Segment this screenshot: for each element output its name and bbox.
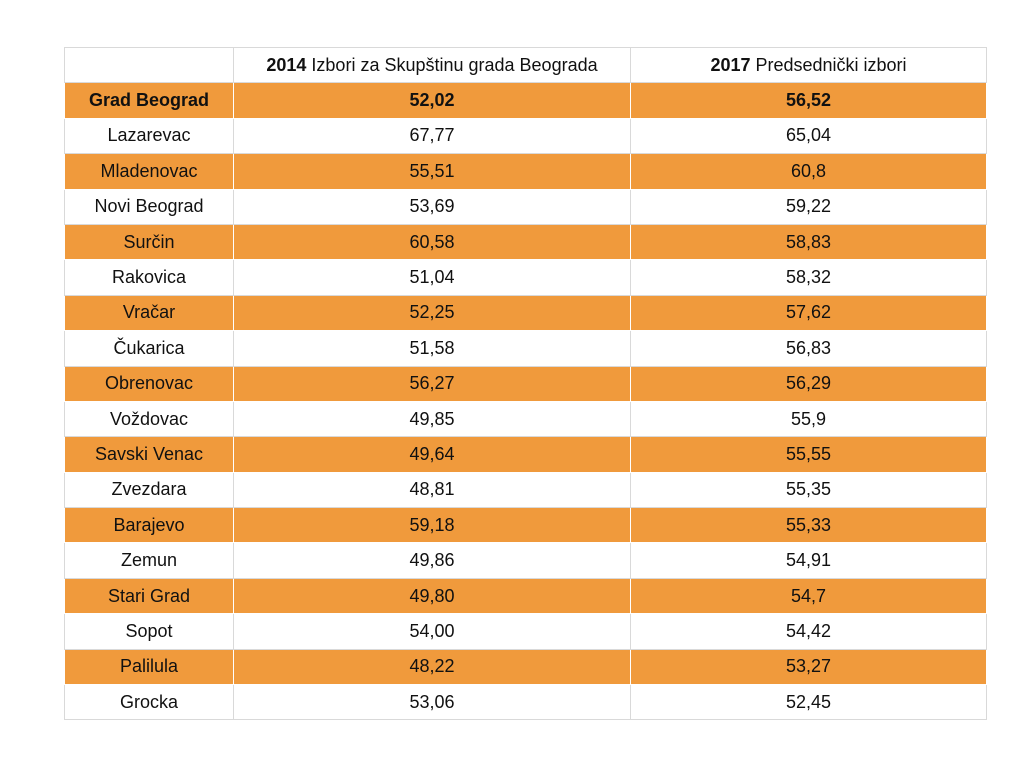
table-row: Barajevo 59,18 55,33 (64, 507, 987, 544)
municipality-cell: Stari Grad (64, 577, 234, 615)
header-cell-2017: 2017 Predsednički izbori (630, 46, 987, 84)
turnout-2014-cell: 60,58 (233, 223, 631, 261)
municipality-cell: Grocka (64, 684, 234, 721)
municipality-cell: Barajevo (64, 507, 234, 544)
municipality-cell: Vračar (64, 294, 234, 332)
turnout-2017-cell: 54,91 (630, 542, 987, 579)
municipality-cell: Rakovica (64, 259, 234, 296)
municipality-cell: Grad Beograd (64, 82, 234, 119)
turnout-2014-cell: 49,86 (233, 542, 631, 579)
turnout-2014-cell: 48,81 (233, 471, 631, 509)
table-row: Grad Beograd 52,02 56,52 (64, 82, 987, 119)
turnout-2014-cell: 51,58 (233, 330, 631, 367)
turnout-2014-cell: 53,06 (233, 684, 631, 721)
turnout-2017-cell: 55,9 (630, 400, 987, 438)
municipality-cell: Lazarevac (64, 117, 234, 155)
municipality-cell: Čukarica (64, 330, 234, 367)
municipality-cell: Surčin (64, 223, 234, 261)
turnout-2014-cell: 52,02 (233, 82, 631, 119)
table-row: Mladenovac 55,51 60,8 (64, 153, 987, 190)
turnout-table: 2014 Izbori za Skupštinu grada Beograda … (64, 46, 987, 721)
turnout-2017-cell: 58,83 (630, 223, 987, 261)
turnout-2017-cell: 60,8 (630, 153, 987, 190)
table-row: Vračar 52,25 57,62 (64, 294, 987, 332)
turnout-2017-cell: 55,55 (630, 436, 987, 473)
table-row: Zemun 49,86 54,91 (64, 542, 987, 579)
table-row: Voždovac 49,85 55,9 (64, 400, 987, 438)
table-row: Lazarevac 67,77 65,04 (64, 117, 987, 155)
municipality-cell: Zvezdara (64, 471, 234, 509)
header-label-2017: Predsednički izbori (750, 54, 907, 75)
turnout-2014-cell: 48,22 (233, 648, 631, 686)
header-label-2014: Izbori za Skupštinu grada Beograda (306, 54, 598, 75)
table-row: Grocka 53,06 52,45 (64, 684, 987, 721)
turnout-2017-cell: 54,7 (630, 577, 987, 615)
turnout-2017-cell: 52,45 (630, 684, 987, 721)
turnout-2014-cell: 49,85 (233, 400, 631, 438)
table-body: 2014 Izbori za Skupštinu grada Beograda … (64, 46, 987, 721)
turnout-2014-cell: 56,27 (233, 365, 631, 402)
table-row: Čukarica 51,58 56,83 (64, 330, 987, 367)
table-header-row: 2014 Izbori za Skupštinu grada Beograda … (64, 46, 987, 84)
municipality-cell: Palilula (64, 648, 234, 686)
turnout-2014-cell: 52,25 (233, 294, 631, 332)
municipality-cell: Zemun (64, 542, 234, 579)
municipality-cell: Savski Venac (64, 436, 234, 473)
turnout-2017-cell: 59,22 (630, 188, 987, 225)
table-row: Novi Beograd 53,69 59,22 (64, 188, 987, 225)
table-row: Obrenovac 56,27 56,29 (64, 365, 987, 402)
table-row: Zvezdara 48,81 55,35 (64, 471, 987, 509)
turnout-2014-cell: 67,77 (233, 117, 631, 155)
table-row: Palilula 48,22 53,27 (64, 648, 987, 686)
municipality-cell: Sopot (64, 613, 234, 650)
header-cell-2014: 2014 Izbori za Skupštinu grada Beograda (233, 46, 631, 84)
header-year-2014: 2014 (266, 54, 307, 75)
turnout-2017-cell: 56,83 (630, 330, 987, 367)
turnout-2017-cell: 65,04 (630, 117, 987, 155)
turnout-2017-cell: 58,32 (630, 259, 987, 296)
turnout-2014-cell: 49,80 (233, 577, 631, 615)
table-row: Stari Grad 49,80 54,7 (64, 577, 987, 615)
table-row: Savski Venac 49,64 55,55 (64, 436, 987, 473)
results-table-container: 2014 Izbori za Skupštinu grada Beograda … (64, 46, 987, 721)
turnout-2017-cell: 55,33 (630, 507, 987, 544)
municipality-cell: Mladenovac (64, 153, 234, 190)
turnout-2017-cell: 55,35 (630, 471, 987, 509)
header-cell-municipality (64, 46, 234, 84)
turnout-2017-cell: 54,42 (630, 613, 987, 650)
municipality-cell: Obrenovac (64, 365, 234, 402)
turnout-2014-cell: 55,51 (233, 153, 631, 190)
turnout-2014-cell: 59,18 (233, 507, 631, 544)
municipality-cell: Voždovac (64, 400, 234, 438)
turnout-2014-cell: 53,69 (233, 188, 631, 225)
turnout-2014-cell: 51,04 (233, 259, 631, 296)
turnout-2014-cell: 54,00 (233, 613, 631, 650)
turnout-2017-cell: 53,27 (630, 648, 987, 686)
turnout-2014-cell: 49,64 (233, 436, 631, 473)
table-row: Sopot 54,00 54,42 (64, 613, 987, 650)
turnout-2017-cell: 56,52 (630, 82, 987, 119)
turnout-2017-cell: 57,62 (630, 294, 987, 332)
table-row: Rakovica 51,04 58,32 (64, 259, 987, 296)
header-year-2017: 2017 (710, 54, 751, 75)
table-row: Surčin 60,58 58,83 (64, 223, 987, 261)
turnout-2017-cell: 56,29 (630, 365, 987, 402)
municipality-cell: Novi Beograd (64, 188, 234, 225)
